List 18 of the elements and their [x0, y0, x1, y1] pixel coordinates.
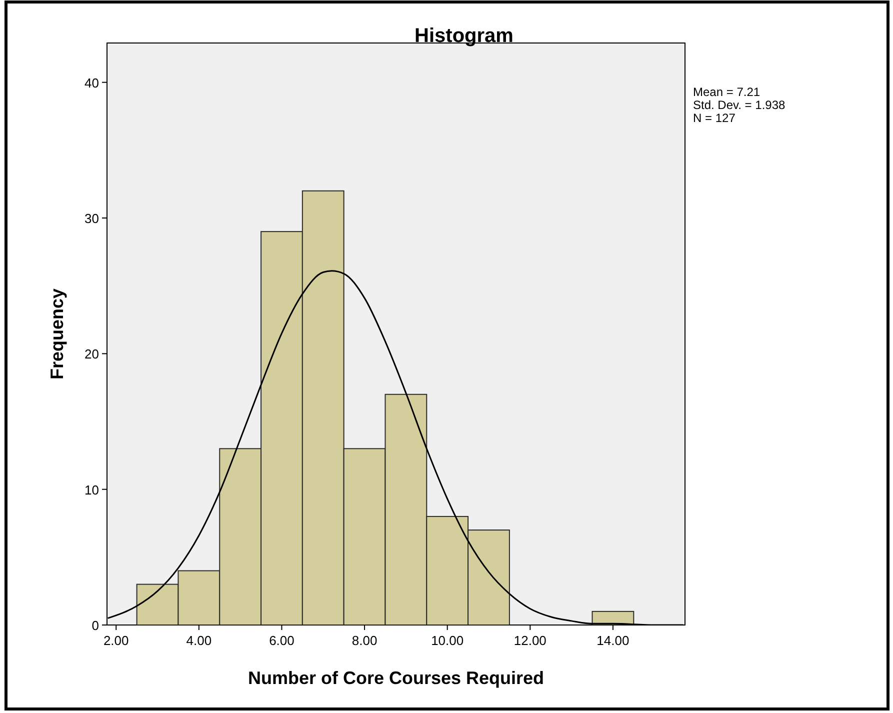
y-tick-label: 20: [84, 346, 99, 362]
y-tick-label: 10: [84, 482, 99, 498]
x-tick-label: 8.00: [352, 633, 378, 648]
x-tick-label: 10.00: [431, 633, 464, 648]
y-axis-title: Frequency: [47, 288, 67, 380]
x-tick-label: 4.00: [186, 633, 212, 648]
text: Std. Dev. = 1.938: [693, 98, 786, 112]
text: N = 127: [693, 111, 736, 125]
y-tick-label: 40: [84, 75, 99, 90]
x-tick-label: 2.00: [103, 633, 129, 648]
x-tick-label: 14.00: [596, 633, 630, 648]
x-axis-title: Number of Core Courses Required: [248, 668, 544, 688]
y-tick-label: 30: [84, 211, 99, 226]
text: Mean = 7.21: [693, 85, 760, 99]
x-tick-label: 6.00: [269, 633, 294, 648]
chart-title: Histogram: [414, 25, 514, 47]
y-tick-label: 0: [92, 618, 99, 633]
x-tick-label: 12.00: [514, 633, 546, 648]
